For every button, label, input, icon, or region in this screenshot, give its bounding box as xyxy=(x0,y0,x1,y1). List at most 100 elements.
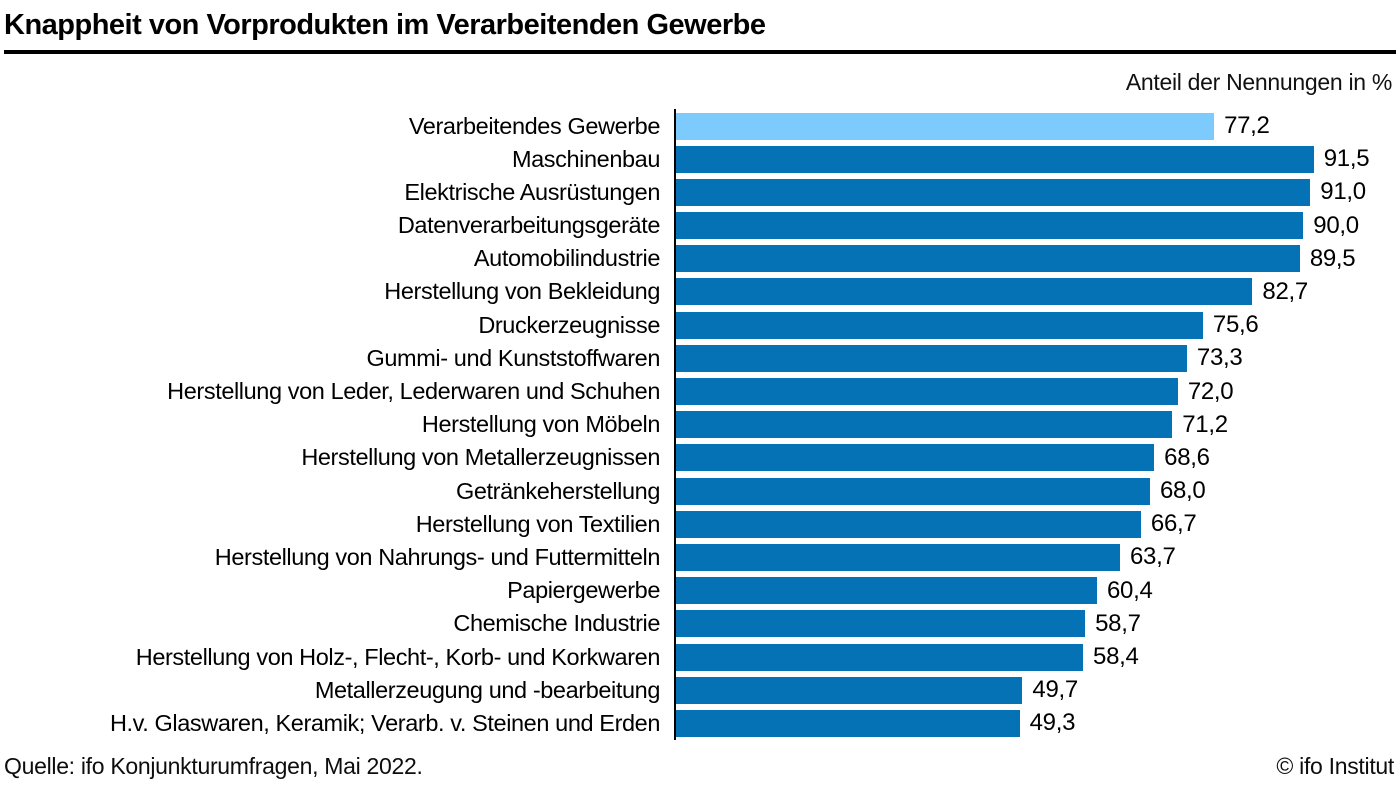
chart-header: Knappheit von Vorprodukten im Verarbeite… xyxy=(0,0,1400,55)
category-label: Elektrische Ausrüstungen xyxy=(404,178,660,205)
category-label: Herstellung von Leder, Lederwaren und Sc… xyxy=(167,378,660,405)
value-label: 63,7 xyxy=(1129,543,1176,571)
axis-unit-label: Anteil der Nennungen in % xyxy=(1125,69,1392,96)
chart-row: Maschinenbau 91,5 xyxy=(0,142,1400,176)
value-label: 77,2 xyxy=(1224,112,1270,140)
value-label: 73,3 xyxy=(1196,344,1243,372)
value-label: 58,7 xyxy=(1095,609,1141,637)
value-label: 90,0 xyxy=(1313,211,1359,239)
plot-area: 49,3 xyxy=(674,706,1400,740)
plot-area: 75,6 xyxy=(674,308,1400,342)
plot-area: 58,7 xyxy=(674,607,1400,641)
value-label: 91,5 xyxy=(1323,145,1370,173)
chart-row: Datenverarbeitungsgeräte 90,0 xyxy=(0,209,1400,243)
plot-area: 91,0 xyxy=(674,175,1400,209)
chart-row: Gummi- und Kunststoffwaren 73,3 xyxy=(0,341,1400,375)
bar xyxy=(676,610,1086,638)
bar-chart: Verarbeitendes Gewerbe 77,2 Maschinenbau 91… xyxy=(0,109,1400,740)
chart-row: Herstellung von Möbeln 71,2 xyxy=(0,408,1400,442)
category-label: Metallerzeugung und -bearbeitung xyxy=(314,676,661,703)
category-label: Herstellung von Möbeln xyxy=(421,411,660,438)
category-label: Herstellung von Nahrungs- und Futtermitt… xyxy=(214,543,661,570)
bar xyxy=(676,676,1023,704)
chart-row: Herstellung von Textilien 66,7 xyxy=(0,507,1400,541)
chart-row: Herstellung von Metallerzeugnissen 68,6 xyxy=(0,441,1400,475)
value-label: 91,0 xyxy=(1320,178,1366,206)
chart-row: Chemische Industrie 58,7 xyxy=(0,607,1400,641)
chart-title: Knappheit von Vorprodukten im Verarbeite… xyxy=(4,9,766,41)
bar xyxy=(676,411,1173,439)
bar xyxy=(676,444,1155,472)
title-divider xyxy=(4,50,1396,55)
category-label: Druckerzeugnisse xyxy=(478,311,660,338)
bar xyxy=(676,510,1141,538)
plot-area: 58,4 xyxy=(674,640,1400,674)
source-note: Quelle: ifo Konjunkturumfragen, Mai 2022… xyxy=(4,753,423,779)
category-label: Datenverarbeitungsgeräte xyxy=(397,212,661,239)
value-label: 49,7 xyxy=(1032,676,1078,704)
plot-area: 73,3 xyxy=(674,341,1400,375)
category-label: Maschinenbau xyxy=(511,145,660,172)
chart-row: Herstellung von Holz-, Flecht-, Korb- un… xyxy=(0,640,1400,674)
category-label: Herstellung von Holz-, Flecht-, Korb- un… xyxy=(135,643,661,670)
chart-row: Herstellung von Bekleidung 82,7 xyxy=(0,275,1400,309)
plot-area: 63,7 xyxy=(674,540,1400,575)
chart-row: Metallerzeugung und -bearbeitung 49,7 xyxy=(0,673,1400,707)
category-label: Herstellung von Textilien xyxy=(415,510,661,537)
bar xyxy=(676,311,1203,339)
bar xyxy=(676,543,1120,571)
value-label: 66,7 xyxy=(1150,510,1197,538)
copyright-note: © ifo Institut xyxy=(1276,753,1394,779)
bar xyxy=(676,643,1084,671)
plot-area: 77,2 xyxy=(674,109,1400,143)
category-label: H.v. Glaswaren, Keramik; Verarb. v. Stei… xyxy=(109,709,660,736)
value-label: 49,3 xyxy=(1029,709,1076,737)
category-label: Herstellung von Bekleidung xyxy=(384,278,660,305)
category-label: Gummi- und Kunststoffwaren xyxy=(366,344,661,371)
bar xyxy=(676,245,1300,273)
chart-row: Papiergewerbe 60,4 xyxy=(0,574,1400,608)
chart-footer: Quelle: ifo Konjunkturumfragen, Mai 2022… xyxy=(0,753,1400,788)
value-label: 82,7 xyxy=(1262,277,1308,305)
value-label: 68,0 xyxy=(1159,477,1206,505)
value-label: 75,6 xyxy=(1212,311,1259,339)
plot-area: 68,6 xyxy=(674,441,1400,475)
plot-area: 60,4 xyxy=(674,574,1400,608)
category-label: Automobilindustrie xyxy=(473,245,661,272)
category-label: Getränkeherstellung xyxy=(455,477,660,504)
value-label: 58,4 xyxy=(1093,643,1139,671)
category-label: Herstellung von Metallerzeugnissen xyxy=(301,444,660,471)
category-label: Verarbeitendes Gewerbe xyxy=(408,112,661,139)
chart-row: Verarbeitendes Gewerbe 77,2 xyxy=(0,109,1400,143)
bar xyxy=(676,378,1178,406)
plot-area: 49,7 xyxy=(674,673,1400,707)
category-label: Chemische Industrie xyxy=(453,610,660,637)
chart-row: Herstellung von Nahrungs- und Futtermitt… xyxy=(0,540,1400,575)
chart-row: Automobilindustrie 89,5 xyxy=(0,242,1400,276)
value-label: 72,0 xyxy=(1187,377,1234,405)
plot-area: 89,5 xyxy=(674,242,1400,276)
plot-area: 71,2 xyxy=(674,408,1400,442)
bar xyxy=(676,477,1150,505)
value-label: 60,4 xyxy=(1106,576,1153,604)
bar xyxy=(676,577,1097,605)
chart-row: Herstellung von Leder, Lederwaren und Sc… xyxy=(0,374,1400,409)
bar xyxy=(676,212,1304,240)
chart-row: Druckerzeugnisse 75,6 xyxy=(0,308,1400,342)
category-label: Papiergewerbe xyxy=(507,577,660,604)
plot-area: 66,7 xyxy=(674,507,1400,541)
value-label: 68,6 xyxy=(1164,443,1210,471)
plot-area: 68,0 xyxy=(674,474,1400,508)
value-label: 89,5 xyxy=(1309,244,1356,272)
chart-row: Getränkeherstellung 68,0 xyxy=(0,474,1400,508)
bar xyxy=(676,344,1187,372)
bar xyxy=(676,278,1253,306)
chart-row: Elektrische Ausrüstungen 91,0 xyxy=(0,175,1400,209)
bar xyxy=(676,112,1215,140)
plot-area: 72,0 xyxy=(674,374,1400,409)
bar xyxy=(676,145,1314,173)
bar xyxy=(676,709,1020,737)
plot-area: 82,7 xyxy=(674,275,1400,309)
plot-area: 90,0 xyxy=(674,209,1400,243)
plot-area: 91,5 xyxy=(674,142,1400,176)
